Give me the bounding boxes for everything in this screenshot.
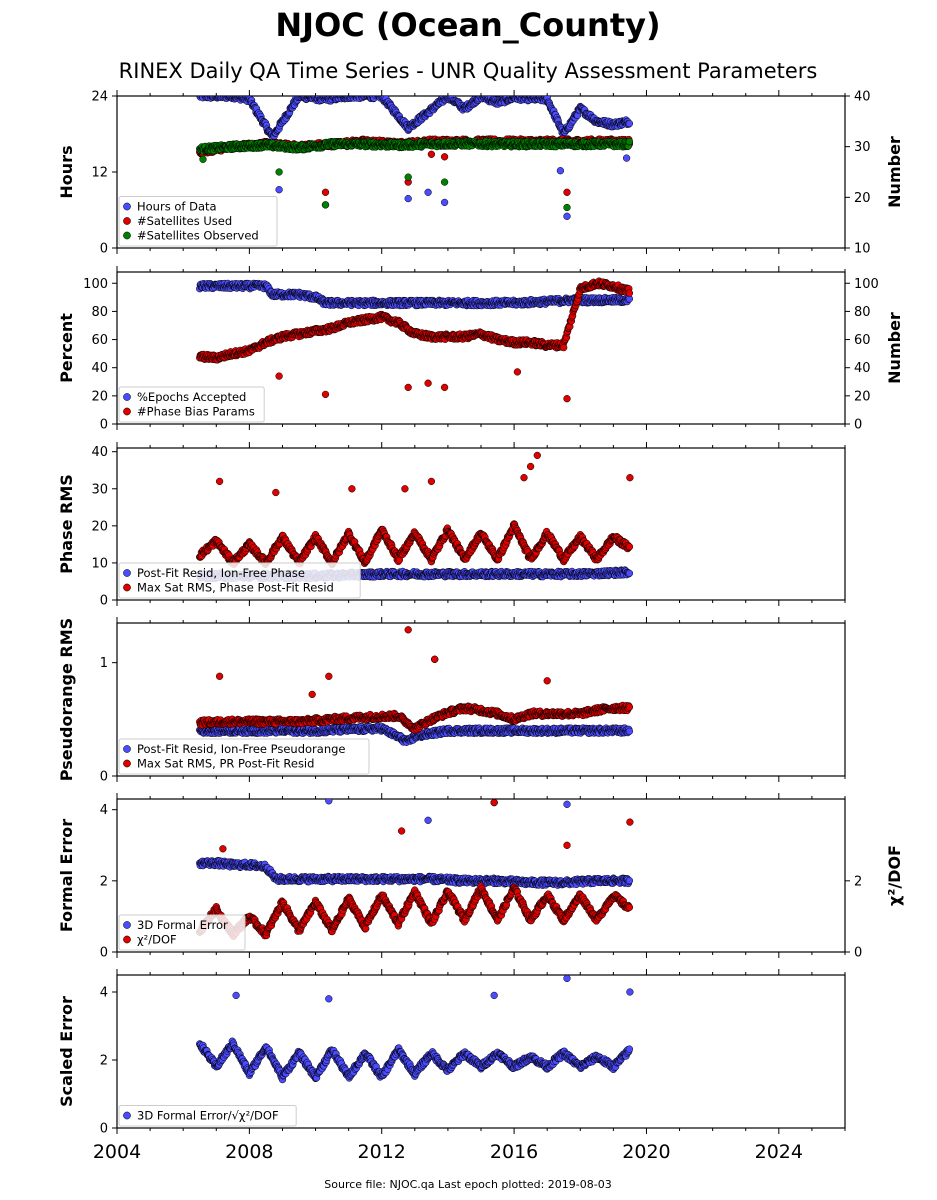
data-point-outlier [556,167,565,175]
legend-marker [123,393,131,401]
y-tick-label: 80 [91,305,108,320]
y-tick-label: 0 [100,242,108,257]
y-right-tick-label: 60 [854,333,871,348]
legend-label: #Phase Bias Params [137,405,255,419]
data-point-outlier [440,153,449,161]
data-point-outlier [513,368,522,376]
series-2 [196,451,634,569]
y-axis-label: Percent [57,313,76,383]
data-point-outlier [563,395,571,403]
data-point [560,343,568,352]
data-point-outlier [321,188,330,196]
series-3 [196,137,634,212]
y-tick-label: 10 [91,556,108,571]
series-2 [196,277,634,403]
data-point-outlier [563,188,571,196]
panel-2: 0 20 40 60 80 100 0 20 40 60 80 100 Percent Number %Ep… [57,266,904,433]
legend-marker [123,202,131,211]
data-point-outlier [440,178,449,186]
data-point [625,289,634,297]
figure-title: NJOC (Ocean_County) [275,6,660,44]
y-axis-label: Hours [57,145,76,198]
legend-marker [123,231,131,240]
data-point [625,569,634,577]
y-tick-label: 20 [91,389,108,404]
data-point [625,119,634,128]
y-right-tick-label: 80 [854,305,871,320]
y-tick-label: 0 [100,594,108,609]
data-point-outlier [321,390,330,399]
y-right-tick-label: 10 [854,242,871,257]
legend: %Epochs Accepted#Phase Bias Params [118,386,265,423]
data-point-outlier [404,173,412,181]
figure-subtitle: RINEX Daily QA Time Series - UNR Quality… [119,59,818,83]
y-right-tick-label: 40 [854,90,871,105]
y-tick-label: 60 [91,333,108,348]
data-point-outlier [275,372,283,380]
legend: Hours of Data#Satellites Used#Satellites… [118,196,278,247]
legend-label: %Epochs Accepted [137,390,246,404]
y-right-tick-label: 0 [854,418,862,433]
data-point-outlier [563,203,571,212]
data-layer [196,451,634,583]
data-point-outlier [622,154,631,162]
legend-marker [123,407,131,416]
data-layer [196,277,634,403]
y-right-tick-label: 30 [854,140,871,155]
legend-label: #Satellites Observed [137,229,259,243]
data-point-outlier [275,186,283,194]
data-layer [196,96,634,220]
y-axis-label: Phase RMS [57,474,76,574]
data-point-outlier [424,379,432,387]
data-point-outlier [440,383,449,392]
data-point-outlier [440,198,449,207]
y-right-tick-label: 100 [854,277,879,292]
y-tick-label: 12 [91,166,108,181]
data-point [625,137,634,146]
y-tick-label: 40 [91,361,108,376]
y-tick-label: 0 [100,418,108,433]
y-tick-label: 20 [91,519,108,534]
y-right-tick-label: 20 [854,389,871,404]
y-tick-label: 100 [83,277,108,292]
data-point-outlier [404,194,412,203]
data-point-outlier [424,188,432,196]
y-right-axis-label: Number [885,136,904,208]
data-point-outlier [321,201,330,209]
legend-box [118,196,278,247]
data-point-outlier [404,383,412,392]
y-tick-label: 24 [91,90,108,105]
series-1 [196,279,634,310]
data-point-outlier [275,168,283,176]
legend-marker [123,217,131,225]
y-tick-label: 30 [91,482,108,497]
legend-label: Hours of Data [137,200,217,214]
y-right-axis-label: Number [885,312,904,384]
legend-label: #Satellites Used [137,214,232,228]
data-point-outlier [427,150,436,158]
y-tick-label: 40 [91,445,108,460]
data-point-outlier [563,212,571,220]
y-right-tick-label: 20 [854,191,871,206]
data-point-outlier [199,155,207,163]
series-1 [196,96,634,220]
y-right-tick-label: 40 [854,361,871,376]
